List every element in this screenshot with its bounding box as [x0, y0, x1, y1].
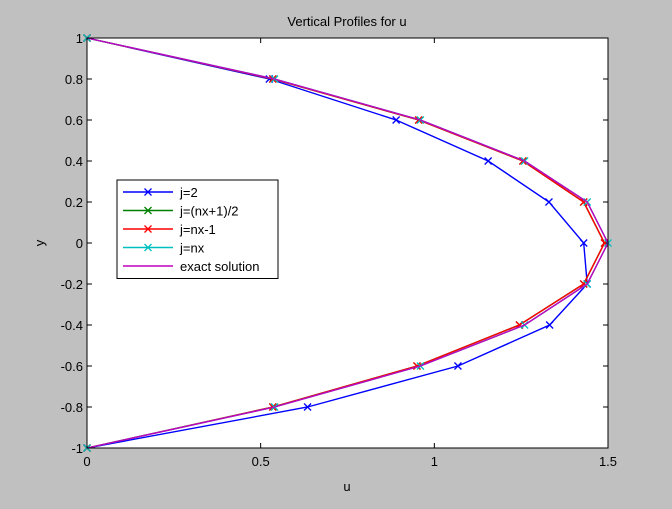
- legend-label: j=(nx+1)/2: [179, 204, 239, 219]
- y-tick-label: 0.6: [65, 113, 83, 128]
- data-point-marker: [303, 403, 312, 411]
- data-point-marker: [579, 198, 588, 206]
- y-tick-label: -0.4: [61, 318, 83, 333]
- data-point-marker: [544, 198, 553, 206]
- x-tick-label: 1: [431, 454, 438, 469]
- data-point-marker: [579, 239, 588, 247]
- data-point-marker: [545, 321, 554, 329]
- y-tick-label: -0.2: [61, 277, 83, 292]
- legend-marker: [144, 225, 152, 233]
- y-tick-label: 0.4: [65, 154, 83, 169]
- data-point-marker: [453, 362, 462, 370]
- data-point-marker: [484, 157, 493, 165]
- chart-title: Vertical Profiles for u: [287, 14, 406, 29]
- legend-label: j=nx-1: [179, 222, 216, 237]
- x-tick-label: 0: [83, 454, 90, 469]
- x-tick-label: 0.5: [252, 454, 270, 469]
- y-tick-label: 1: [76, 31, 83, 46]
- y-tick-label: -0.8: [61, 400, 83, 415]
- y-tick-label: 0: [76, 236, 83, 251]
- data-point-marker: [579, 280, 588, 288]
- legend: j=2 j=(nx+1)/2 j=nx-1 j=nx exact solution: [116, 179, 279, 279]
- legend-marker: [144, 206, 152, 215]
- y-tick-label: -1: [71, 441, 83, 456]
- legend-label: j=2: [179, 185, 198, 200]
- x-tick-label: 1.5: [599, 454, 617, 469]
- y-tick-label: -0.6: [61, 359, 83, 374]
- legend-marker: [144, 188, 152, 196]
- axis-ticks: 0 0.5 1 1.5 -1 -0.8 -0.6 -0.4 -0.2 0 0.2 0.4 0.6 0.8 1: [61, 31, 617, 469]
- y-tick-label: 0.8: [65, 72, 83, 87]
- y-tick-label: 0.2: [65, 195, 83, 210]
- legend-label: exact solution: [180, 259, 260, 274]
- x-axis-label: u: [343, 479, 350, 494]
- legend-label: j=nx: [179, 241, 205, 256]
- y-axis-label: y: [32, 239, 47, 246]
- axes-frame: [86, 37, 609, 449]
- data-point-marker: [392, 116, 401, 124]
- legend-marker: [144, 243, 152, 252]
